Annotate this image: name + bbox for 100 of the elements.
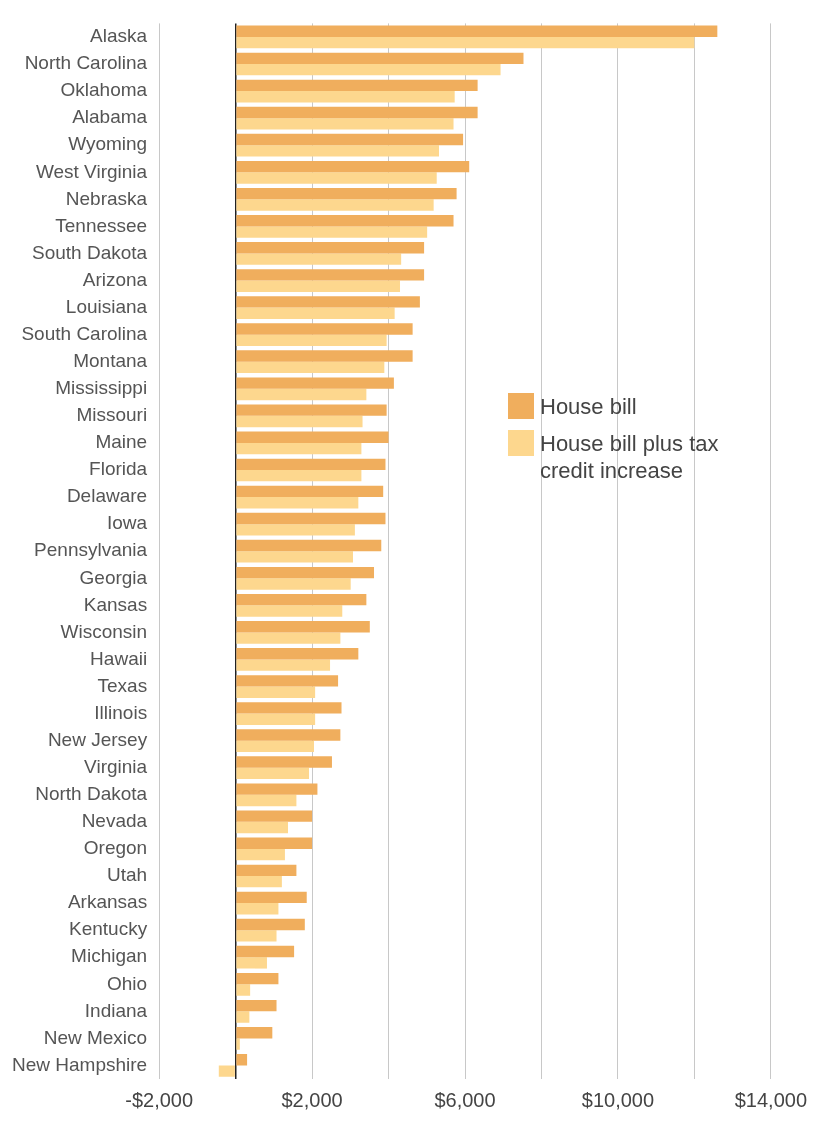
- y-tick-label: South Dakota: [32, 241, 148, 263]
- y-tick-label: Maine: [95, 431, 148, 453]
- y-tick-label: Florida: [89, 458, 148, 480]
- y-tick-label: Oregon: [83, 837, 148, 859]
- bar: [236, 945, 295, 958]
- y-tick-label: New Hampshire: [12, 1053, 148, 1075]
- bar: [236, 957, 267, 969]
- bar: [236, 485, 384, 498]
- bar: [236, 458, 386, 470]
- y-tick-label: Indiana: [84, 999, 148, 1021]
- bar: [236, 659, 331, 671]
- bar: [236, 199, 434, 211]
- y-tick-label: Louisiana: [65, 295, 148, 317]
- bar: [236, 269, 425, 281]
- y-tick-label: Wyoming: [68, 133, 148, 155]
- y-tick-label: New Mexico: [43, 1026, 148, 1048]
- x-tick-label: $10,000: [581, 1088, 655, 1111]
- bar: [236, 918, 305, 931]
- bar: [236, 821, 288, 834]
- bar: [236, 226, 428, 238]
- bar: [236, 999, 277, 1012]
- y-tick-label: North Carolina: [24, 52, 148, 74]
- x-tick-label: -$2,000: [125, 1088, 194, 1111]
- bar: [236, 593, 367, 606]
- bar: [236, 442, 362, 455]
- bar: [236, 25, 718, 37]
- bar: [236, 578, 351, 590]
- bar: [236, 296, 420, 308]
- bar: [236, 512, 386, 525]
- bar: [236, 1038, 240, 1050]
- y-tick-label: Alabama: [72, 106, 148, 128]
- y-tick-label: Delaware: [66, 485, 148, 507]
- y-tick-label: Tennessee: [55, 214, 148, 236]
- y-tick-label: Arkansas: [67, 891, 148, 913]
- bar: [236, 187, 457, 200]
- y-tick-label: Nebraska: [65, 187, 148, 209]
- bar: [236, 242, 425, 254]
- bar: [236, 740, 314, 753]
- bar: [236, 783, 318, 795]
- y-tick-label: Illinois: [94, 701, 148, 723]
- bar: [236, 848, 285, 861]
- bar: [236, 307, 395, 319]
- bar: [236, 984, 251, 996]
- bar: [236, 648, 359, 660]
- bar: [236, 172, 437, 184]
- bar: [236, 891, 307, 904]
- bar: [236, 794, 297, 807]
- bar: [236, 52, 524, 64]
- y-tick-label: North Dakota: [35, 783, 148, 805]
- x-tick-label: $14,000: [734, 1088, 807, 1111]
- bar: [236, 79, 478, 92]
- bar: [236, 930, 277, 942]
- bar: [236, 903, 279, 915]
- bar: [236, 729, 341, 741]
- y-tick-label: Hawaii: [90, 647, 148, 669]
- bar: [236, 876, 282, 888]
- bar: [236, 566, 375, 579]
- bar: [236, 334, 387, 347]
- bar: [236, 361, 385, 374]
- bar: [236, 675, 339, 687]
- y-tick-label: Kentucky: [69, 918, 148, 940]
- bar: [236, 864, 297, 876]
- y-tick-label: Mississippi: [55, 377, 148, 399]
- bar: [236, 431, 389, 443]
- bar: [236, 539, 382, 552]
- y-tick-label: Utah: [107, 864, 148, 886]
- bar: [236, 810, 313, 822]
- y-tick-label: Texas: [97, 674, 148, 696]
- bar: [236, 551, 353, 563]
- bar: [236, 632, 341, 644]
- y-tick-label: Alaska: [90, 25, 148, 47]
- bar: [218, 1065, 235, 1077]
- y-tick-label: Ohio: [107, 972, 148, 994]
- bar: [236, 497, 359, 509]
- y-tick-label: Missouri: [76, 404, 148, 426]
- y-tick-label: Oklahoma: [60, 79, 148, 101]
- bar: [236, 1011, 250, 1023]
- bar: [236, 215, 454, 227]
- bar: [236, 388, 367, 401]
- bar: [236, 36, 695, 49]
- bar: [236, 1027, 273, 1039]
- y-tick-label: Wisconsin: [60, 620, 148, 642]
- y-tick-label: West Virginia: [35, 160, 148, 182]
- y-tick-label: Iowa: [107, 512, 148, 534]
- bar: [236, 377, 394, 389]
- y-tick-label: Kansas: [83, 593, 148, 615]
- bar: [236, 118, 454, 130]
- bar: [236, 767, 310, 780]
- legend-label: House bill plus tax credit increase: [540, 430, 720, 484]
- bar: [236, 605, 343, 617]
- legend-label: House bill: [540, 393, 637, 420]
- bar: [236, 323, 413, 335]
- bar: [236, 253, 402, 265]
- bar: [236, 470, 362, 482]
- y-tick-label: Pennsylvania: [34, 539, 148, 561]
- bar: [236, 145, 440, 157]
- bar: [236, 686, 316, 698]
- bar: [236, 713, 316, 725]
- bar: [236, 702, 342, 714]
- bar: [236, 1054, 248, 1066]
